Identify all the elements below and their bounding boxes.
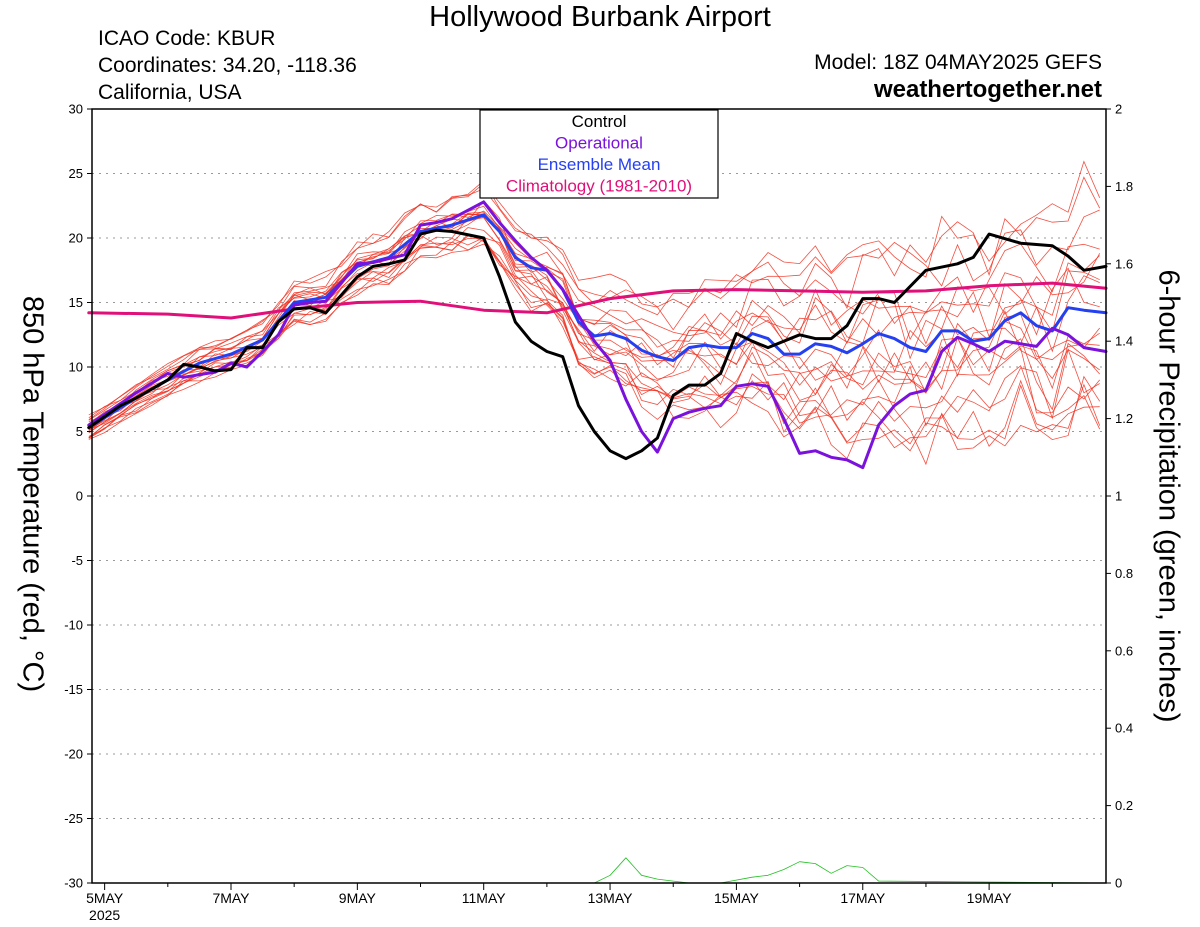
ensemble-member-line [88, 180, 1100, 419]
ensemble-member-line [88, 213, 1100, 432]
x-tick-label: 19MAY [967, 890, 1013, 906]
site-link[interactable]: weathertogether.net [873, 76, 1102, 103]
ensemble-member-lines [88, 160, 1101, 466]
model-run: Model: 18Z 04MAY2025 GEFS [814, 51, 1102, 74]
ensemble-member-line [88, 176, 1101, 420]
coordinates: Coordinates: 34.20, -118.36 [98, 54, 357, 77]
y-tick-label-left: -30 [64, 876, 83, 891]
y-tick-label-left: -5 [71, 553, 83, 568]
ensemble-member-line [88, 237, 1100, 439]
y-tick-label-left: -15 [64, 682, 83, 697]
y-tick-label-right: 0.6 [1115, 643, 1133, 658]
y-tick-label-left: 5 [76, 424, 83, 439]
ensemble-member-line [88, 216, 1100, 433]
gridlines [92, 173, 1106, 819]
legend: Control Operational Ensemble Mean Climatolo… [479, 109, 719, 199]
ensemble-member-line [88, 199, 1100, 429]
ensemble-member-line [88, 213, 1100, 429]
y-tick-label-right: 1.8 [1115, 179, 1133, 194]
y-tick-label-left: 0 [76, 489, 83, 504]
y-tick-label-left: -10 [64, 618, 83, 633]
ensemble-member-line [88, 210, 1101, 421]
axes: -30-25-20-15-10-505101520253000.20.40.60… [64, 102, 1133, 924]
y-tick-label-right: 2 [1115, 102, 1122, 117]
y-tick-label-left: 10 [69, 360, 83, 375]
y-tick-label-left: 30 [69, 102, 83, 117]
y-tick-label-right: 0.4 [1115, 721, 1133, 736]
legend-entry: Climatology (1981-2010) [506, 177, 692, 196]
y-tick-label-right: 0 [1115, 876, 1122, 891]
series-lines [87, 200, 1108, 884]
x-tick-label: 17MAY [840, 890, 886, 906]
precipitation-line [88, 857, 1107, 884]
x-tick-label: 13MAY [588, 890, 634, 906]
legend-box [479, 109, 719, 199]
ensemble-member-line [88, 211, 1100, 431]
legend-entry: Control [572, 112, 627, 131]
ensemble-member-line [88, 160, 1101, 416]
ensemble-member-line [88, 213, 1100, 423]
x-tick-label: 5MAY [86, 890, 124, 906]
x-tick-label: 9MAY [339, 890, 377, 906]
icao-code: ICAO Code: KBUR [98, 27, 276, 50]
x-tick-sublabel: 2025 [89, 907, 120, 923]
ensemble-member-line [88, 227, 1100, 431]
x-tick-label: 15MAY [714, 890, 760, 906]
x-tick-label: 7MAY [212, 890, 250, 906]
y-tick-label-left: 15 [69, 295, 83, 310]
y-tick-label-right: 0.8 [1115, 566, 1133, 581]
legend-entry: Ensemble Mean [538, 155, 661, 174]
y-tick-label-left: -20 [64, 747, 83, 762]
y-tick-label-left: 20 [69, 231, 83, 246]
ensemble-member-line [88, 238, 1101, 460]
legend-entry: Operational [555, 134, 643, 153]
climatology-line [87, 281, 1108, 320]
chart-title: Hollywood Burbank Airport [429, 1, 771, 33]
ensemble-member-line [88, 237, 1101, 443]
y-tick-label-right: 0.2 [1115, 798, 1133, 813]
y-tick-label-right: 1.2 [1115, 411, 1133, 426]
y-tick-label-left: 25 [69, 166, 83, 181]
y-tick-label-left: -25 [64, 811, 83, 826]
x-tick-label: 11MAY [462, 890, 506, 906]
region: California, USA [98, 81, 242, 104]
y-tick-label-right: 1.4 [1115, 334, 1133, 349]
control-line [87, 228, 1108, 461]
y-tick-label-right: 1.6 [1115, 256, 1133, 271]
y-tick-label-right: 1 [1115, 489, 1122, 504]
